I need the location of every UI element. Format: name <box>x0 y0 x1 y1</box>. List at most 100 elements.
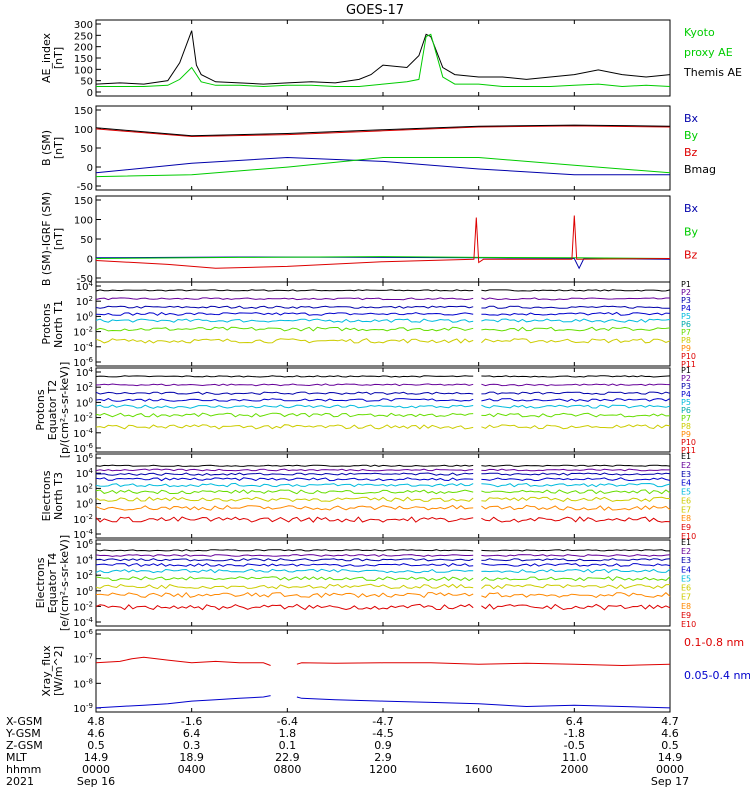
series-line <box>95 326 671 332</box>
legend-entry: P10 <box>681 438 696 447</box>
legend-entry: Bx <box>684 202 699 215</box>
legend-entry: P6 <box>681 406 691 415</box>
footer-row-label: MLT <box>6 751 27 764</box>
footer-row-label: X-GSM <box>6 715 42 728</box>
panel-8: 10-6 10-7 10-8 10-9 Xray_flux[W/m^2] 0.1-0.8 … <box>40 628 750 715</box>
y-tick-label: 10-6 <box>73 628 93 641</box>
footer-cell: 0.3 <box>183 739 201 752</box>
legend-entry: E5 <box>681 488 691 497</box>
series-line <box>95 412 671 418</box>
y-tick-label: 102 <box>76 482 93 495</box>
series-line <box>95 464 671 467</box>
panel-3: 150 100 50 0 -50 B (SM)-IGRF (SM)[nT] Bx By Bz <box>40 192 699 286</box>
plot-title: GOES-17 <box>346 3 404 18</box>
series-line <box>95 568 671 574</box>
footer-cell: 4.6 <box>661 727 679 740</box>
series-line <box>95 496 671 503</box>
footer-cell: 1.8 <box>279 727 297 740</box>
y-tick-label: 0 <box>87 255 93 266</box>
legend-entry: Bx <box>684 112 699 125</box>
legend-entry: E4 <box>681 479 691 488</box>
legend-entry: P4 <box>681 304 691 313</box>
legend-entry: Bz <box>684 249 698 262</box>
y-tick-label: 100 <box>76 498 93 511</box>
footer-row-label: Z-GSM <box>6 739 43 752</box>
legend-entry: P7 <box>681 328 691 337</box>
y-tick-label: 10-4 <box>73 616 93 629</box>
footer-cell: -0.5 <box>564 739 585 752</box>
series-line <box>95 603 671 611</box>
footer-cell: 4.7 <box>661 715 679 728</box>
series-line <box>95 562 671 567</box>
panel-2: 150 100 50 0 -50 B (SM)[nT] Bx By Bz Bmag <box>40 105 716 193</box>
legend-entry: P2 <box>681 288 691 297</box>
y-tick-label: 100 <box>76 396 93 409</box>
footer-cell: 6.4 <box>566 715 584 728</box>
legend-entry: E2 <box>681 547 691 556</box>
legend-entry: E6 <box>681 496 691 505</box>
series-line <box>95 215 671 269</box>
legend-entry: P10 <box>681 352 696 361</box>
legend-entry: E2 <box>681 461 691 470</box>
series-line <box>95 391 671 395</box>
y-tick-label: 10-4 <box>73 341 93 354</box>
y-tick-label: 10-2 <box>73 412 93 425</box>
footer-cell: 0400 <box>178 763 206 776</box>
y-tick-label: 200 <box>74 43 93 54</box>
series-line <box>95 256 671 270</box>
series-line <box>95 482 671 488</box>
legend-entry: P5 <box>681 312 691 321</box>
legend-entry: P5 <box>681 398 691 407</box>
legend-entry: P8 <box>681 336 691 345</box>
y-tick-label: 104 <box>76 280 94 293</box>
footer-cell: Sep 17 <box>651 775 689 788</box>
legend-entry: P9 <box>681 430 691 439</box>
legend-entry: P9 <box>681 344 691 353</box>
legend-entry: E8 <box>681 514 691 523</box>
legend-entry: E8 <box>681 602 691 611</box>
y-tick-label: 10-2 <box>73 600 93 613</box>
footer-row-label: hhmm <box>6 763 41 776</box>
legend-entry: E10 <box>681 532 696 541</box>
y-tick-label: 10-6 <box>73 442 93 455</box>
legend-entry: P11 <box>681 360 696 369</box>
footer-cell: 11.0 <box>562 751 587 764</box>
y-tick-label: 0 <box>87 163 93 174</box>
series-line <box>95 318 671 323</box>
footer-cell: -1.6 <box>181 715 202 728</box>
y-tick-label: 100 <box>74 125 93 136</box>
series-line <box>95 398 671 402</box>
series-line <box>95 297 670 301</box>
footer-cell: 4.8 <box>87 715 105 728</box>
y-tick-label: 150 <box>74 106 93 117</box>
series-line <box>95 156 670 176</box>
series-line <box>95 311 671 316</box>
footer-row-label: Y-GSM <box>5 727 41 740</box>
series-line <box>95 157 671 178</box>
footer-cell: 2000 <box>560 763 588 776</box>
legend-entry: P6 <box>681 320 691 329</box>
y-tick-label: -50 <box>77 182 93 193</box>
y-tick-label: 106 <box>76 452 94 465</box>
legend-entry: E7 <box>681 505 691 514</box>
series-line <box>95 424 671 430</box>
panel-frame <box>95 367 671 453</box>
footer-cell: 14.9 <box>658 751 683 764</box>
panel-frame <box>95 195 671 283</box>
legend-entry: Themis AE <box>683 66 742 79</box>
y-tick-label: 150 <box>74 54 93 65</box>
footer-cell: 22.9 <box>275 751 300 764</box>
footer-cell: 0000 <box>82 763 110 776</box>
series-line <box>95 30 671 85</box>
y-axis-label: ElectronsEquator T4[e/(cm²-s-sr-keV)] <box>34 535 71 631</box>
y-tick-label: 150 <box>74 196 93 207</box>
series-line <box>95 504 671 511</box>
y-tick-label: 102 <box>76 381 93 394</box>
y-tick-label: 10-7 <box>73 653 93 666</box>
panel-frame <box>95 105 671 191</box>
legend-entry: P1 <box>681 280 691 289</box>
legend-entry: Bmag <box>684 163 716 176</box>
series-line <box>95 289 671 292</box>
